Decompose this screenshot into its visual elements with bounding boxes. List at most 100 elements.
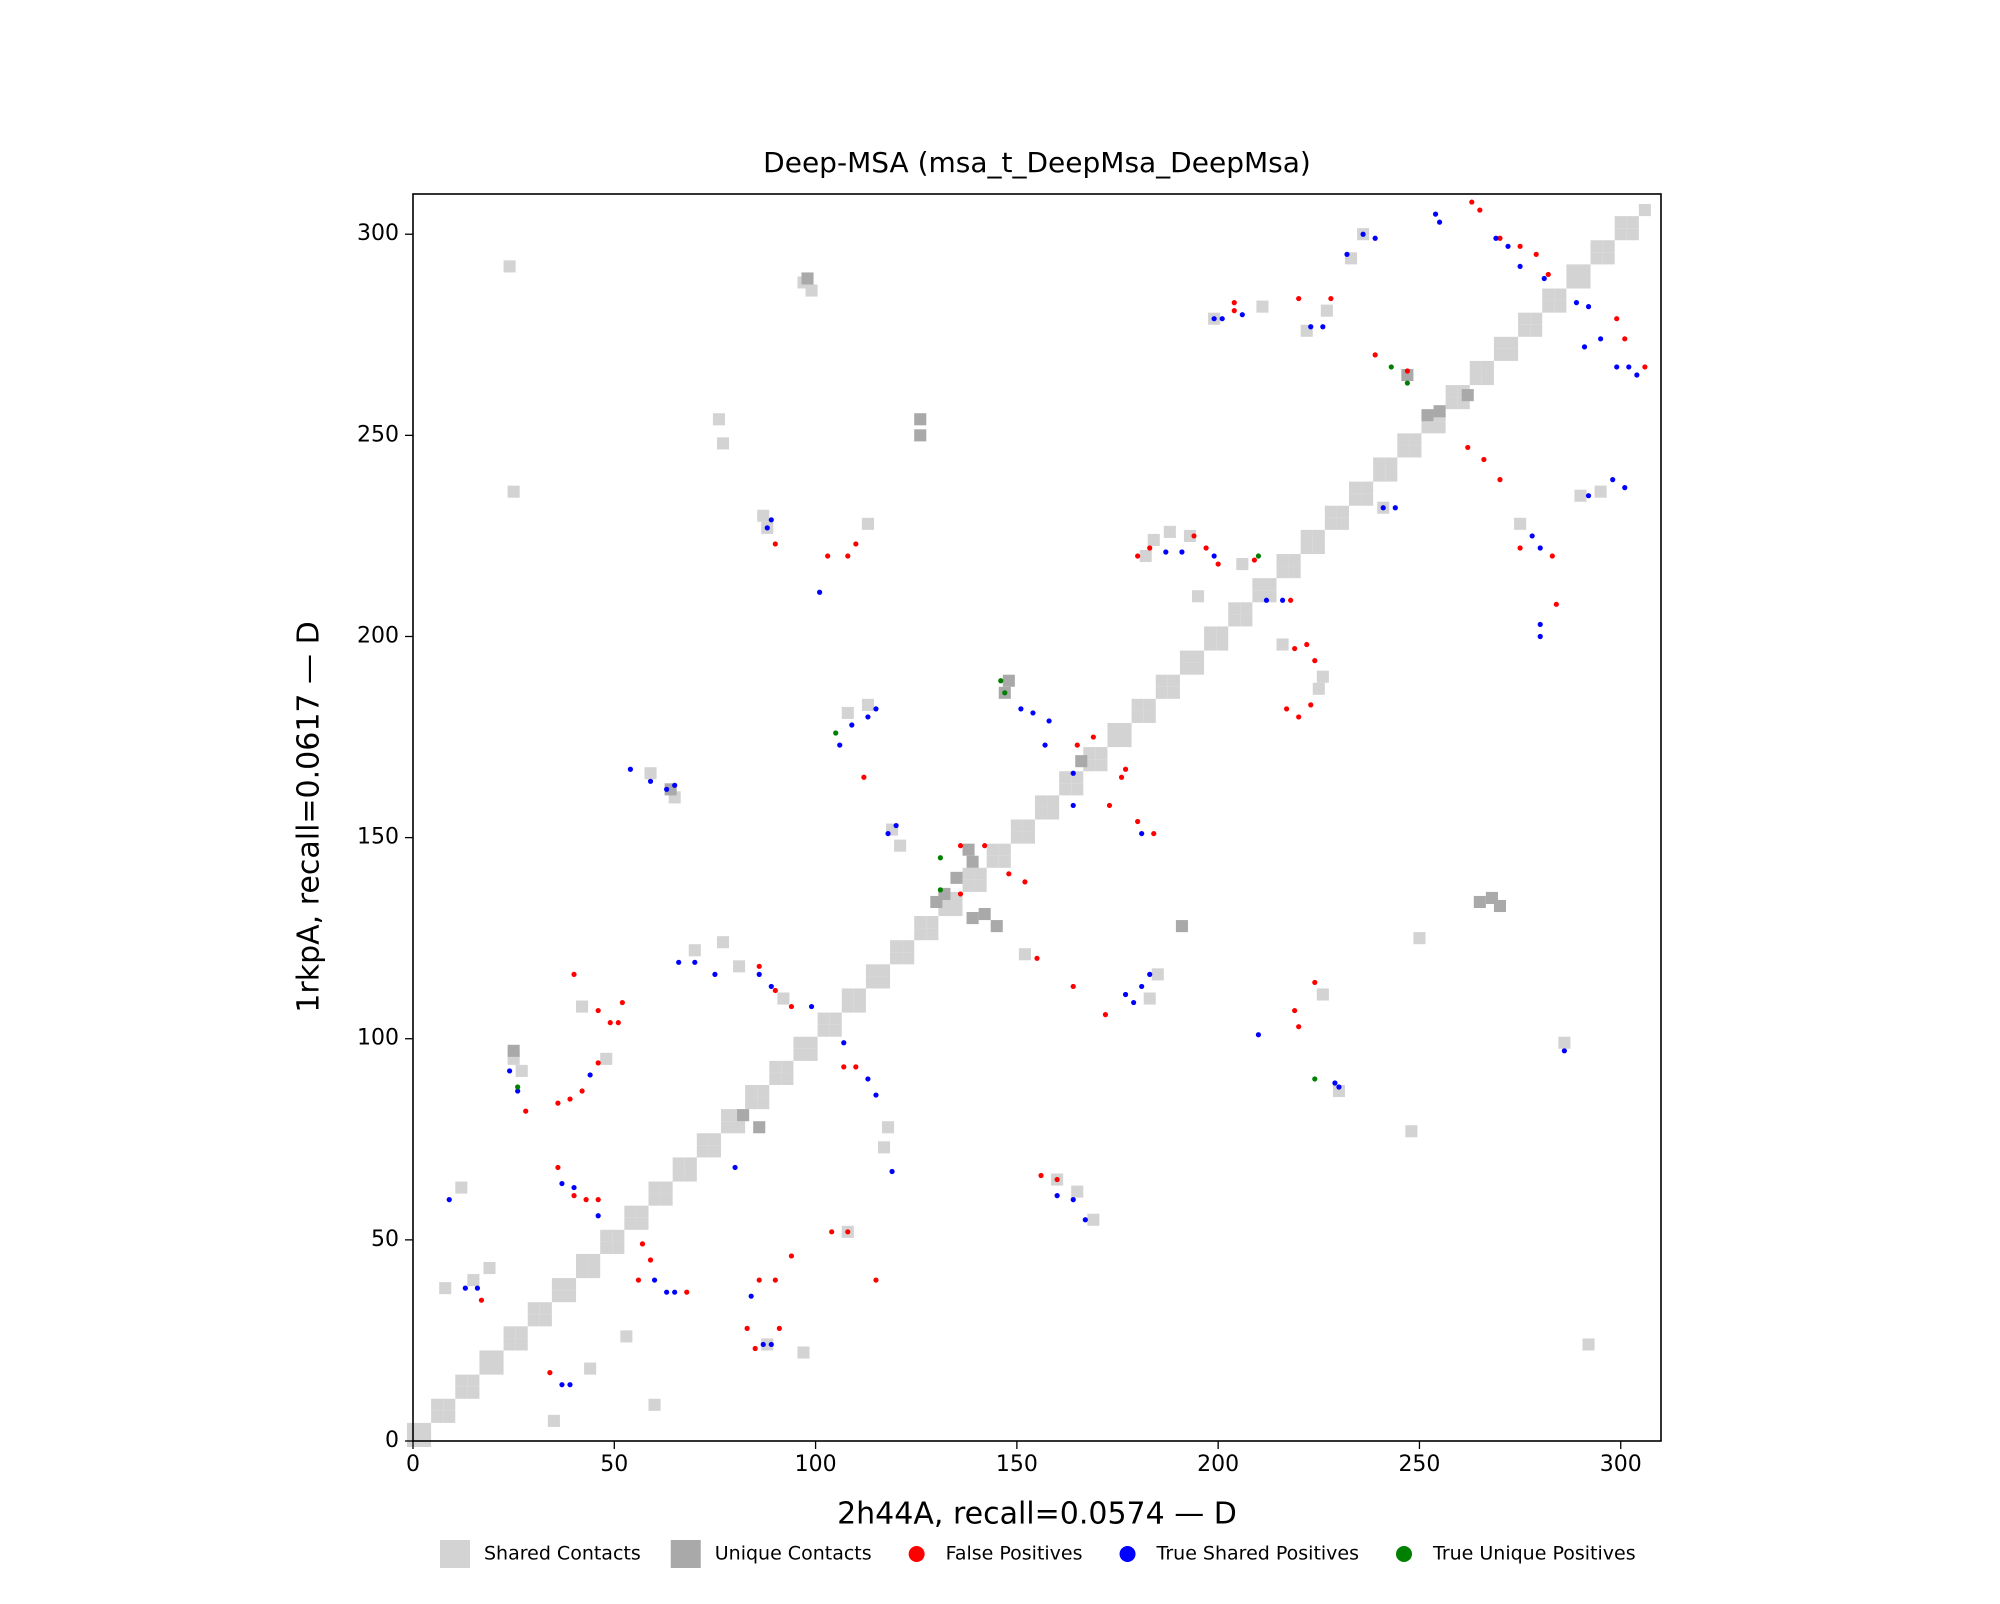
prediction-point (1292, 1007, 1298, 1014)
contact-cell (688, 944, 701, 957)
contact-cell (479, 1350, 492, 1363)
contact-cell (467, 1274, 480, 1287)
legend-swatch (440, 1540, 470, 1568)
contact-cell (1578, 264, 1591, 277)
prediction-point (647, 1257, 654, 1263)
prediction-point (1211, 316, 1217, 322)
prediction-point (672, 1289, 678, 1295)
prediction-point (1263, 597, 1270, 603)
prediction-point (1634, 372, 1640, 378)
contact-cell (1638, 204, 1651, 217)
prediction-point (1163, 549, 1169, 555)
prediction-point (772, 541, 778, 547)
contact-cell (1421, 409, 1434, 422)
contact-cell (507, 1044, 520, 1057)
contact-cell (1614, 216, 1627, 229)
prediction-point (937, 887, 943, 893)
contact-cell (1530, 324, 1543, 337)
contact-cell (600, 1241, 613, 1254)
prediction-point (1585, 493, 1592, 499)
prediction-point (873, 1277, 879, 1283)
y-tick-label: 150 (357, 825, 399, 850)
prediction-point (873, 706, 879, 712)
prediction-point (1372, 235, 1378, 241)
contact-cell (636, 1205, 649, 1218)
contact-cell (1018, 948, 1031, 961)
prediction-point (1537, 633, 1543, 640)
prediction-point (1255, 1032, 1262, 1038)
contact-cell (1059, 771, 1072, 784)
prediction-point (515, 1088, 521, 1094)
contact-cell (894, 839, 907, 852)
prediction-point (845, 553, 851, 559)
prediction-point (672, 782, 678, 788)
contact-cell (962, 843, 975, 856)
contact-cell (708, 1145, 721, 1158)
contact-cell (793, 1036, 806, 1049)
contact-cell (467, 1386, 480, 1399)
prediction-point (1517, 243, 1523, 249)
contact-cell (1204, 626, 1217, 639)
prediction-point (567, 1096, 573, 1102)
contact-cell (491, 1362, 504, 1375)
contact-cell (978, 908, 991, 921)
prediction-point (756, 971, 762, 977)
contact-cell (455, 1386, 468, 1399)
contact-cell (817, 1012, 830, 1025)
prediction-point (559, 1382, 565, 1388)
contact-cell (761, 1338, 774, 1351)
prediction-point (937, 855, 943, 861)
prediction-point (1517, 263, 1523, 270)
contact-cell (1022, 831, 1035, 844)
prediction-point (1553, 601, 1559, 607)
prediction-point (1070, 802, 1076, 809)
prediction-point (1332, 1080, 1338, 1086)
contact-cell (1095, 759, 1108, 772)
contact-cell (708, 1133, 721, 1146)
x-tick-label: 150 (996, 1452, 1038, 1477)
contact-cell (1059, 783, 1072, 796)
contact-cell (829, 1012, 842, 1025)
prediction-point (1549, 553, 1555, 559)
prediction-point (829, 1229, 835, 1235)
contact-cell (1119, 735, 1132, 748)
chart-title: Deep-MSA (msa_t_DeepMsa_DeepMsa) (763, 146, 1311, 179)
contact-cell (1191, 662, 1205, 675)
contact-cell (696, 1145, 709, 1158)
contact-cell (1155, 686, 1168, 699)
contact-cell (1131, 710, 1144, 723)
contact-cell (684, 1157, 697, 1170)
prediction-point (1179, 549, 1185, 555)
prediction-point (579, 1088, 585, 1094)
prediction-point (1537, 545, 1543, 551)
prediction-point (853, 541, 859, 547)
prediction-point (1147, 545, 1153, 551)
contact-cell (684, 1169, 697, 1182)
contact-cell (1493, 336, 1507, 349)
contact-cell (1566, 276, 1579, 289)
prediction-point (571, 1193, 577, 1199)
contact-cell (1022, 819, 1035, 832)
prediction-point (825, 553, 831, 559)
contact-cell (1276, 566, 1289, 579)
prediction-point (1312, 1076, 1318, 1082)
contact-cell (1602, 240, 1615, 253)
contact-cell (539, 1314, 552, 1327)
prediction-point (1042, 742, 1048, 748)
contact-cell (1276, 554, 1289, 567)
prediction-point (1219, 316, 1225, 322)
contact-cell (877, 1141, 891, 1154)
prediction-point (756, 1277, 762, 1283)
prediction-point (1006, 871, 1012, 877)
contact-cell (612, 1229, 625, 1242)
contact-cell (1626, 216, 1639, 229)
contact-cell (600, 1052, 613, 1065)
contact-cell (990, 920, 1003, 933)
contact-cell (926, 928, 939, 941)
prediction-point (1054, 1176, 1060, 1183)
contact-cell (1421, 421, 1434, 434)
contact-cell (801, 272, 814, 285)
contact-cell (491, 1350, 504, 1363)
prediction-point (1082, 1217, 1088, 1223)
contact-cell (648, 1398, 661, 1411)
